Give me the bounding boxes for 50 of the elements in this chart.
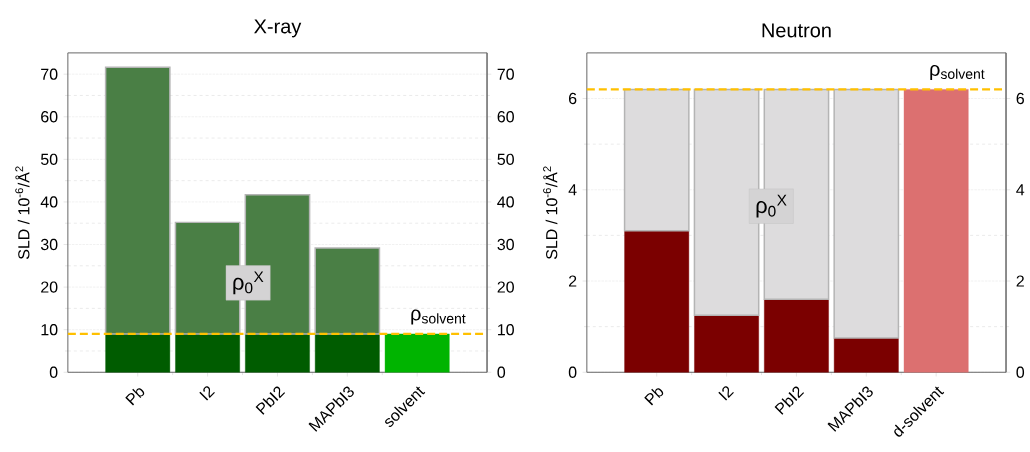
y2-tick-label: 50 [497,153,514,165]
y-tick-label: 20 [41,281,58,293]
y-tick-label: 50 [40,153,58,165]
y-tick-label: 6 [569,92,577,105]
bar [175,333,240,373]
y2-tick-label: 20 [497,281,514,293]
bar [833,337,899,373]
y2-tick-label: 60 [497,111,514,123]
x-tick-label: I2 [718,386,734,401]
y-tick-label: 10 [41,323,58,336]
bar [833,88,900,339]
y2-tick-label: 0 [497,366,506,378]
bar [694,314,759,373]
y2-tick-label: 70 [497,68,514,80]
bar [105,333,171,373]
y-tick-label: 70 [41,68,58,80]
y-tick-label: 0 [49,366,58,378]
bar [903,89,969,373]
y-tick-label: 0 [568,366,577,378]
bar [245,333,310,373]
chart-title: X-ray [254,19,302,38]
y-tick-label: 2 [568,275,577,287]
y-tick-label: 40 [40,196,58,208]
chart-title: Neutron [762,23,831,38]
y-axis-title: SLD / 10$^{-6}$/Å$^{2}$ [543,166,558,259]
x-tick-label: I2 [199,386,215,401]
y2-tick-label: 6 [1016,92,1024,105]
y2-tick-label: 4 [1016,184,1025,196]
bar [104,66,171,335]
y-tick-label: 30 [40,238,58,251]
bar [384,333,450,373]
y2-tick-label: 10 [498,323,514,336]
annotation: ρ$_{0}$X [233,271,264,295]
x-tick-label: Pb [125,388,145,406]
ref-line-label: ρ$_{solvent}$ [930,64,985,80]
bar [623,88,690,232]
y2-tick-label: 30 [497,238,514,251]
y2-tick-label: 2 [1016,275,1024,287]
x-tick-label: Pb [644,388,664,406]
ref-line-label: ρ$_{solvent}$ [411,309,466,325]
bar [314,247,381,335]
annotation: ρ$_{0}$X [756,194,787,218]
y-tick-label: 4 [568,184,577,196]
bar [764,299,829,373]
y-axis-title: SLD / 10$^{-6}$/Å$^{2}$ [15,166,30,259]
bar [314,333,380,373]
y2-tick-label: 0 [1016,366,1025,378]
y2-tick-label: 40 [497,196,514,208]
y-tick-label: 60 [41,111,58,123]
bar [624,230,690,373]
